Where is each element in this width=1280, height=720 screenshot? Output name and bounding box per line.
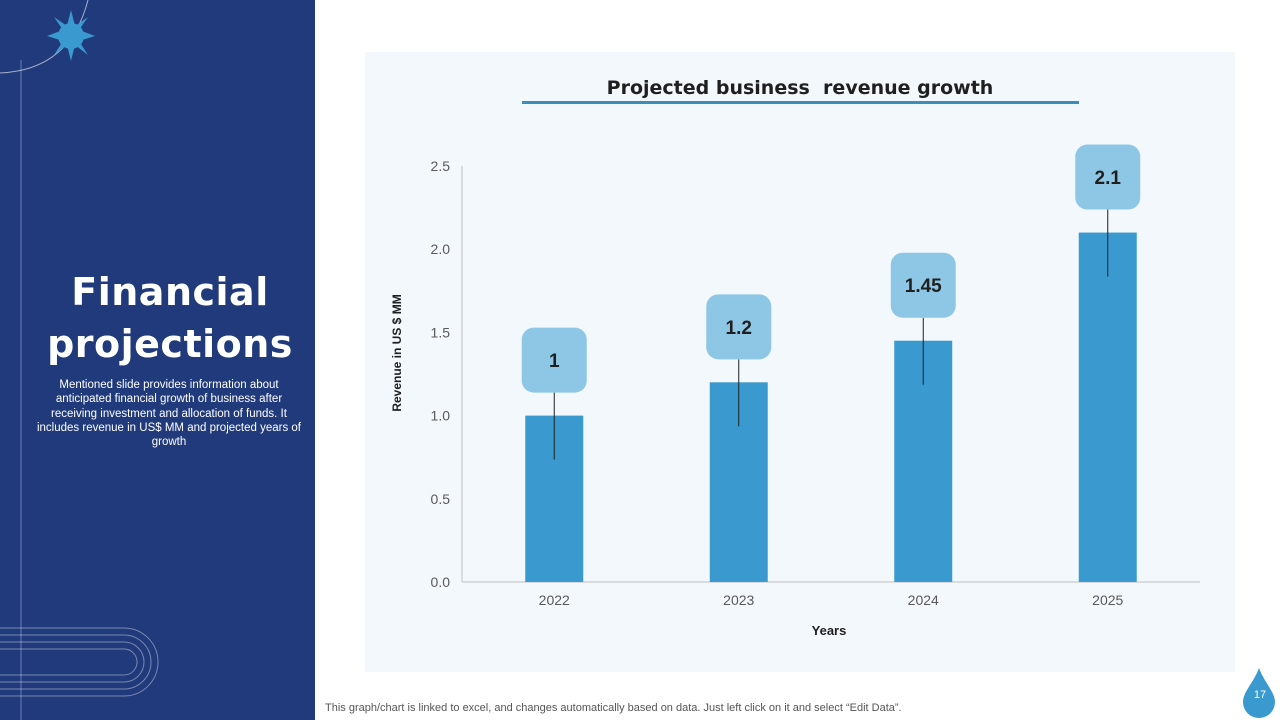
y-tick-label: 2.5: [431, 158, 451, 174]
sidebar-panel: Financial projections Mentioned slide pr…: [0, 0, 315, 720]
data-label: 2.1: [1095, 168, 1122, 189]
y-tick-label: 1.5: [431, 324, 451, 340]
page-title-line2: projections: [47, 322, 293, 366]
x-axis-label: Years: [812, 623, 847, 638]
page-number-drop-icon: [1243, 668, 1275, 718]
page-title: Financial projections: [20, 266, 315, 370]
chart-title: Projected business revenue growth: [607, 77, 994, 99]
data-label-callout: [706, 294, 772, 360]
revenue-bar-chart[interactable]: Projected business revenue growth Revenu…: [365, 52, 1235, 672]
y-tick-label: 1.0: [431, 408, 451, 424]
x-tick-label: 2025: [1092, 592, 1123, 608]
rounded-stripes-decoration: [0, 627, 159, 697]
footnote: This graph/chart is linked to excel, and…: [325, 702, 902, 714]
slide-description: Mentioned slide provides information abo…: [36, 379, 301, 449]
y-tick-label: 0.5: [431, 491, 451, 507]
x-tick-label: 2022: [539, 592, 570, 608]
starburst-icon: [47, 10, 95, 61]
data-label: 1.2: [726, 318, 752, 339]
data-label-callout: [890, 252, 956, 318]
chart-panel[interactable]: Projected business revenue growth Revenu…: [365, 52, 1235, 672]
y-tick-label: 2.0: [431, 241, 451, 257]
y-tick-label: 0.0: [431, 574, 451, 590]
data-label-callout: [1075, 144, 1141, 210]
decorative-lines: [0, 0, 159, 720]
y-axis-label: Revenue in US $ MM: [390, 294, 404, 411]
page-title-line1: Financial: [71, 270, 269, 314]
data-label: 1.45: [905, 276, 942, 297]
x-tick-label: 2023: [723, 592, 754, 608]
bar-2025[interactable]: [1078, 232, 1137, 582]
page-number: 17: [1253, 689, 1267, 701]
data-label-callout: [521, 327, 587, 393]
x-tick-label: 2024: [908, 592, 939, 608]
data-label: 1: [549, 351, 560, 372]
